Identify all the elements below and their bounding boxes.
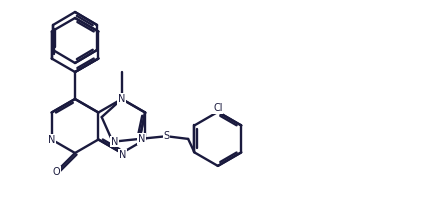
Text: N: N [138,134,145,144]
Text: N: N [48,134,55,145]
Text: O: O [52,167,60,177]
Text: N: N [111,137,118,147]
Text: N: N [118,94,126,104]
Text: N: N [119,150,126,160]
Text: Cl: Cl [213,103,222,113]
Text: S: S [163,131,170,141]
